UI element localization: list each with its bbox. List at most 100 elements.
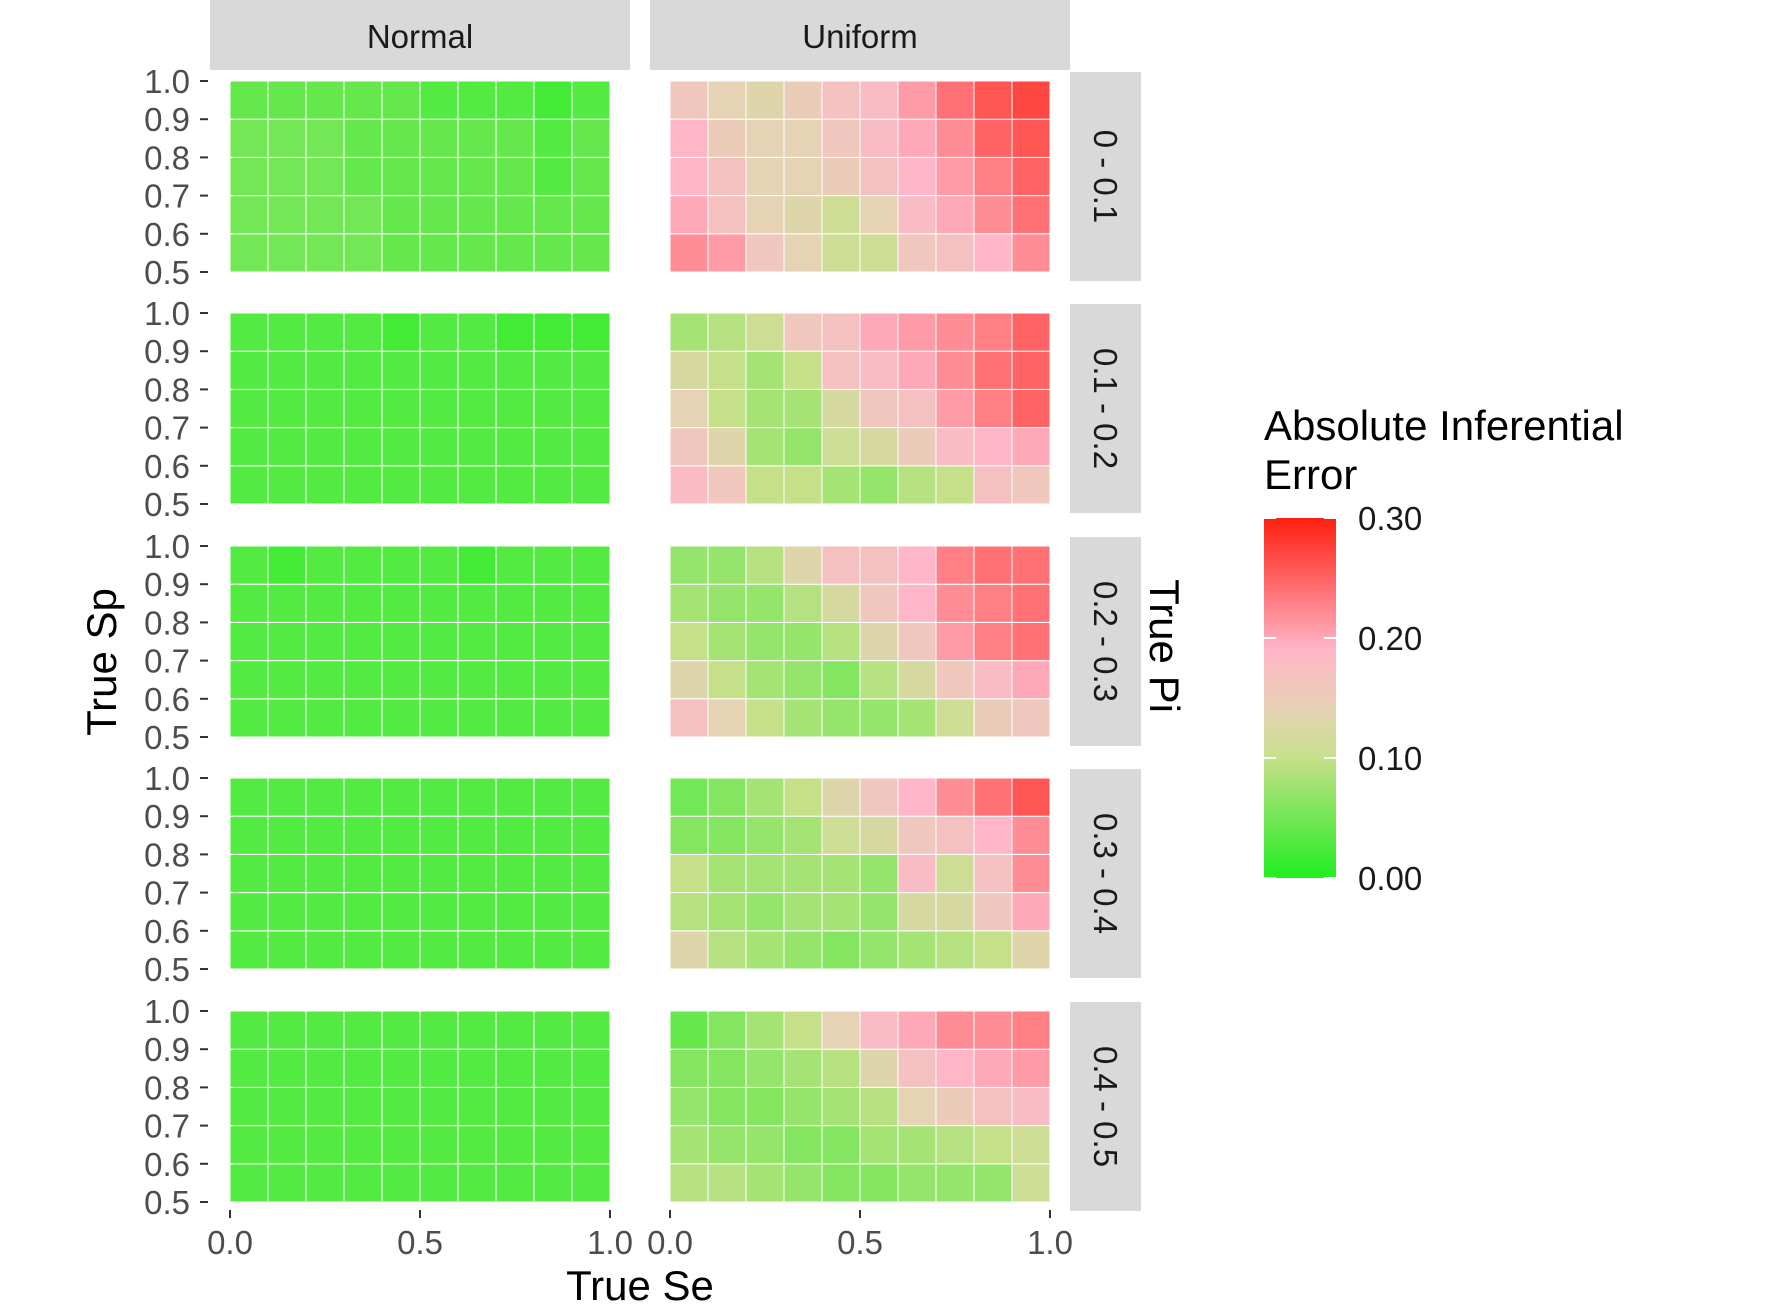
heatmap-cell (533, 465, 573, 505)
heatmap-cell (707, 660, 747, 700)
heatmap-cell (707, 853, 747, 894)
heatmap-cell (1011, 892, 1051, 932)
heatmap-cell (381, 1010, 421, 1050)
heatmap-cell (419, 312, 459, 352)
heatmap-cell (669, 350, 709, 390)
heatmap-cell (859, 698, 899, 738)
legend-colorbar (1264, 518, 1336, 878)
strip-normal (210, 0, 630, 70)
heatmap-cell (897, 427, 937, 467)
heatmap-cell (859, 195, 899, 235)
heatmap-cell (305, 350, 345, 390)
legend-tick-label: 0.30 (1358, 500, 1422, 537)
heatmap-cell (229, 583, 269, 623)
y-axes: 0.50.60.70.80.91.00.50.60.70.80.91.00.50… (144, 63, 208, 1221)
heatmap-cell (821, 853, 861, 894)
heatmap-cell (267, 1048, 307, 1088)
heatmap-cell (745, 1010, 785, 1050)
heatmap-cell (935, 853, 975, 894)
y-tick-label: 0.6 (144, 681, 190, 718)
heatmap-cell (343, 80, 383, 120)
heatmap-cell (457, 1010, 497, 1050)
heatmap-cell (821, 660, 861, 700)
y-tick-label: 1.0 (144, 528, 190, 565)
heatmap-cell (859, 465, 899, 505)
heatmap-cell (267, 388, 307, 429)
heatmap-cell (859, 1163, 899, 1203)
heatmap-cell (1011, 427, 1051, 467)
heatmap-cell (973, 233, 1013, 273)
heatmap-cell (457, 545, 497, 585)
heatmap-cell (935, 930, 975, 970)
heatmap-cell (267, 583, 307, 623)
heatmap-cell (935, 698, 975, 738)
heatmap-cell (381, 853, 421, 894)
heatmap-cell (495, 350, 535, 390)
heatmap-cell (267, 233, 307, 273)
heatmap-cell (669, 156, 709, 197)
heatmap-cell (897, 815, 937, 855)
heatmap-cell (457, 118, 497, 158)
heatmap-cell (707, 350, 747, 390)
y-tick-label: 0.9 (144, 798, 190, 835)
heatmap-cell (533, 350, 573, 390)
strip-row-0-1-0-2 (1070, 304, 1141, 513)
heatmap-cell (1011, 118, 1051, 158)
heatmap-cell (745, 427, 785, 467)
heatmap-cell (305, 545, 345, 585)
heatmap-cell (935, 621, 975, 662)
heatmap-cell (571, 621, 611, 662)
heatmap-cell (783, 427, 823, 467)
heatmap-cell (973, 118, 1013, 158)
heatmap-cell (745, 930, 785, 970)
heatmap-cell (1011, 930, 1051, 970)
heatmap-cell (343, 195, 383, 235)
heatmap-cell (571, 427, 611, 467)
y-tick-label: 0.5 (144, 254, 190, 291)
heatmap-cell (571, 698, 611, 738)
heatmap-cell (457, 1125, 497, 1165)
legend-title-line-1: Absolute Inferential (1264, 402, 1624, 449)
heatmap-cell (305, 1048, 345, 1088)
heatmap-cell (305, 1010, 345, 1050)
y-tick-label: 0.5 (144, 951, 190, 988)
heatmap-cell (267, 621, 307, 662)
heatmap-cell (821, 1048, 861, 1088)
heatmap-cell (267, 465, 307, 505)
y-tick-label: 0.8 (144, 139, 190, 176)
heatmap-cell (669, 853, 709, 894)
heatmap-cell (419, 1048, 459, 1088)
heatmap-cell (381, 1048, 421, 1088)
heatmap-cell (267, 853, 307, 894)
heatmap-cell (305, 312, 345, 352)
heatmap-cell (533, 545, 573, 585)
heatmap-cell (267, 350, 307, 390)
heatmap-cell (821, 583, 861, 623)
heatmap-cell (745, 853, 785, 894)
heatmap-cell (935, 1010, 975, 1050)
heatmap-cell (707, 1010, 747, 1050)
heatmap-cell (859, 233, 899, 273)
heatmap-cell (859, 156, 899, 197)
heatmap-cell (897, 1010, 937, 1050)
heatmap-cell (821, 545, 861, 585)
heatmap-cell (897, 156, 937, 197)
heatmap-cell (229, 1163, 269, 1203)
heatmap-cell (229, 853, 269, 894)
heatmap-cell (707, 621, 747, 662)
heatmap-cell (533, 853, 573, 894)
heatmap-cell (267, 1125, 307, 1165)
heatmap-cell (495, 660, 535, 700)
heatmap-cell (821, 195, 861, 235)
heatmap-cell (935, 1048, 975, 1088)
heatmap-cell (1011, 195, 1051, 235)
heatmap-cell (973, 80, 1013, 120)
heatmap-cell (859, 583, 899, 623)
heatmap-cell (343, 892, 383, 932)
heatmap-cell (707, 312, 747, 352)
heatmap-cell (381, 195, 421, 235)
heatmap-cell (707, 930, 747, 970)
heatmap-cell (229, 930, 269, 970)
heatmap-cell (305, 80, 345, 120)
heatmap-cell (707, 815, 747, 855)
